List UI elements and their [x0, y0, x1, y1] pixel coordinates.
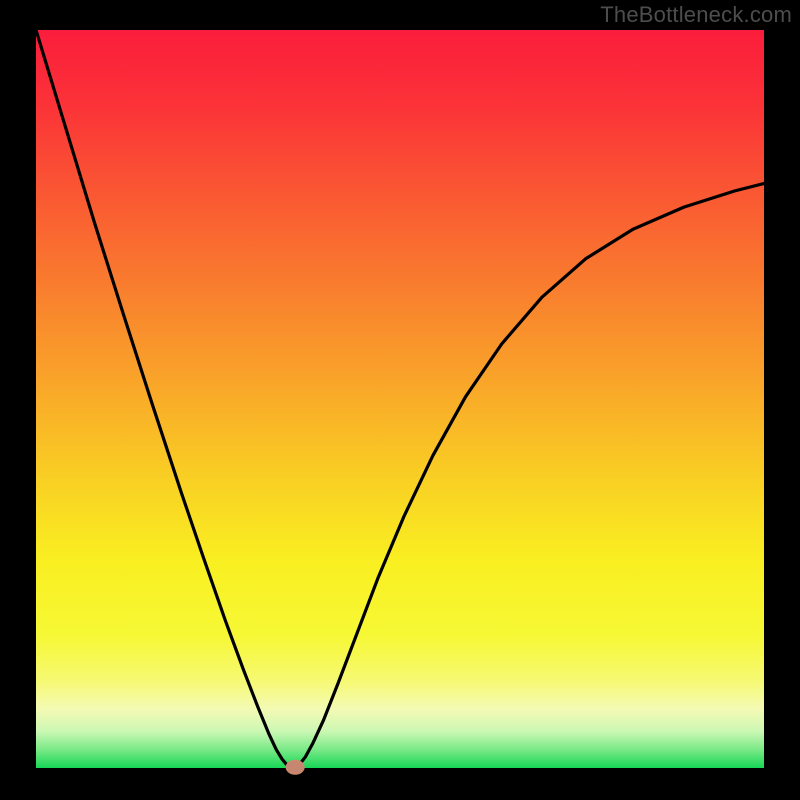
minimum-marker: [286, 760, 304, 774]
plot-background: [36, 30, 764, 768]
watermark-text: TheBottleneck.com: [600, 2, 792, 28]
chart-svg: [0, 0, 800, 800]
chart-container: TheBottleneck.com: [0, 0, 800, 800]
